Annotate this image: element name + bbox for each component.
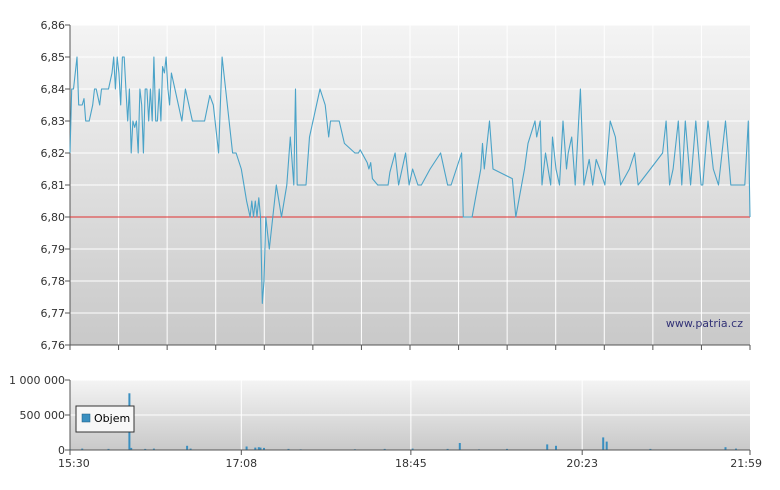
price-y-tick-label: 6,84: [41, 83, 66, 96]
price-panel: 6,76 6,77 6,78 6,79 6,80 6,81 6,82 6,83 6,84 6,85…: [41, 19, 751, 352]
price-y-tick-label: 6,83: [41, 115, 66, 128]
volume-bar: [458, 443, 461, 450]
legend-swatch: [81, 413, 91, 423]
price-series-line: [69, 56, 751, 304]
volume-bar: [107, 448, 110, 450]
volume-bar: [649, 448, 652, 450]
volume-bar: [411, 448, 414, 450]
volume-y-tick-label: 0: [58, 444, 65, 457]
volume-x-tick-label: 21:59: [730, 457, 762, 470]
volume-bar: [546, 444, 549, 450]
volume-bar: [287, 448, 290, 450]
price-x-tickmarks: [69, 345, 751, 350]
volume-bar: [263, 447, 265, 450]
price-grid: [69, 24, 750, 345]
volume-bar: [383, 448, 386, 450]
price-y-tick-label: 6,85: [41, 51, 66, 64]
volume-y-axis: 0 500 000 1 000 000: [9, 374, 70, 457]
volume-x-tick-label: 20:23: [566, 457, 598, 470]
volume-grid: [69, 379, 750, 450]
volume-bar: [446, 448, 449, 450]
volume-x-tick-label: 15:30: [58, 457, 90, 470]
price-y-tick-label: 6,78: [41, 275, 66, 288]
volume-bar: [254, 447, 257, 450]
volume-y-tick-label: 500 000: [20, 409, 66, 422]
price-y-tick-label: 6,77: [41, 307, 66, 320]
price-y-tick-label: 6,79: [41, 243, 66, 256]
volume-bar: [555, 445, 557, 450]
volume-bar: [259, 447, 262, 450]
volume-bar: [506, 448, 508, 450]
volume-bar: [81, 448, 84, 450]
price-y-axis: 6,76 6,77 6,78 6,79 6,80 6,81 6,82 6,83 6,84 6,85…: [41, 19, 70, 352]
volume-bar: [605, 441, 608, 450]
volume-bar: [724, 447, 727, 450]
volume-x-tick-label: 17:08: [225, 457, 257, 470]
price-y-tick-label: 6,81: [41, 179, 66, 192]
volume-x-axis-labels: 15:30 17:08 18:45 20:23 21:59: [58, 450, 762, 470]
price-y-tick-label: 6,82: [41, 147, 66, 160]
volume-bar: [186, 445, 189, 450]
legend: Objem: [75, 405, 135, 433]
volume-bar: [245, 446, 248, 450]
volume-bar: [152, 448, 155, 450]
volume-bar: [144, 448, 147, 450]
volume-panel: 0 500 000 1 000 000 15:30 17:08 18:45 20:23 21…: [9, 374, 762, 470]
volume-bar: [735, 448, 737, 450]
volume-x-tick-label: 18:45: [395, 457, 427, 470]
volume-bar: [602, 437, 605, 450]
price-y-tick-label: 6,80: [41, 211, 66, 224]
volume-bar: [130, 447, 133, 450]
price-y-tick-label: 6,86: [41, 19, 66, 32]
volume-y-tick-label: 1 000 000: [9, 374, 65, 387]
watermark: www.patria.cz: [666, 317, 743, 330]
volume-bar: [257, 447, 260, 450]
price-y-tick-label: 6,76: [41, 339, 66, 352]
volume-bar: [189, 448, 192, 450]
legend-label: Objem: [94, 412, 130, 425]
